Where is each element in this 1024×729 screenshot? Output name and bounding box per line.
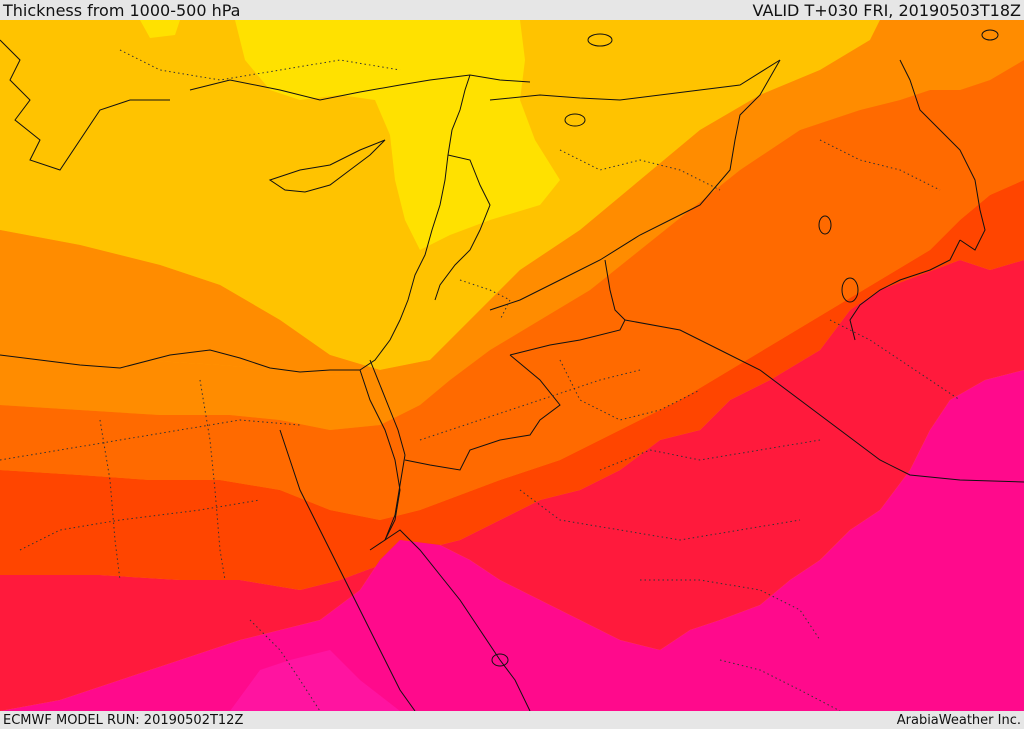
iraq-saudi-border — [624, 319, 1024, 483]
band-orange — [0, 20, 1024, 430]
admin-line — [819, 139, 941, 191]
band-red — [0, 260, 1024, 711]
cyprus-coast — [268, 139, 386, 193]
admin-line — [419, 369, 641, 441]
footer-bar: ECMWF MODEL RUN: 20190502T12Z ArabiaWeat… — [0, 711, 1024, 729]
band-yellow-2 — [140, 20, 180, 38]
aegean-coast — [0, 39, 170, 171]
band-yellow — [235, 20, 560, 250]
credit: ArabiaWeather Inc. — [896, 712, 1021, 728]
north-africa-coast — [0, 349, 360, 373]
islands — [491, 29, 999, 667]
band-dark-orange — [0, 60, 1024, 520]
jordan-saudi-border — [509, 259, 626, 356]
turkey-syria-border — [489, 59, 781, 101]
lake — [587, 33, 613, 47]
admin-line — [199, 379, 226, 581]
thickness-map — [0, 20, 1024, 711]
band-orange-west — [0, 230, 380, 375]
thickness-bands — [0, 20, 1024, 711]
valid-time: VALID T+030 FRI, 20190503T18Z — [752, 0, 1021, 20]
header-bar: Thickness from 1000-500 hPa VALID T+030 … — [0, 0, 1024, 20]
admin-line — [559, 149, 721, 191]
levant-coast — [359, 74, 471, 371]
admin-line — [719, 659, 841, 711]
red-sea-east-coast — [384, 529, 531, 711]
model-run: ECMWF MODEL RUN: 20190502T12Z — [3, 712, 244, 728]
admin-line — [0, 419, 301, 461]
band-magenta — [0, 370, 1024, 711]
lebanon-syria-border — [434, 154, 491, 301]
admin-line — [519, 489, 801, 541]
admin-line — [119, 49, 401, 81]
admin-boundaries — [0, 49, 961, 711]
turkey-south-coast — [189, 74, 531, 101]
aqaba-gulf-coast — [384, 454, 406, 541]
iran-border — [899, 59, 986, 251]
coastlines — [0, 39, 1024, 711]
map-area — [0, 20, 1024, 711]
red-sea-west-coast — [279, 429, 416, 711]
sinai-border — [369, 359, 406, 456]
jordan-saudi-south-border — [404, 354, 561, 471]
island — [818, 215, 832, 235]
persian-gulf-coast — [849, 239, 961, 341]
admin-line — [599, 439, 821, 471]
island — [841, 277, 859, 303]
syria-iraq-border — [689, 59, 781, 211]
jordan-iraq-border — [489, 209, 691, 311]
island — [491, 653, 509, 667]
band-deep-magenta — [230, 650, 400, 711]
lake — [564, 113, 586, 127]
island — [981, 29, 999, 41]
band-red-orange — [0, 180, 1024, 590]
map-title: Thickness from 1000-500 hPa — [3, 0, 241, 20]
admin-line — [99, 419, 121, 581]
